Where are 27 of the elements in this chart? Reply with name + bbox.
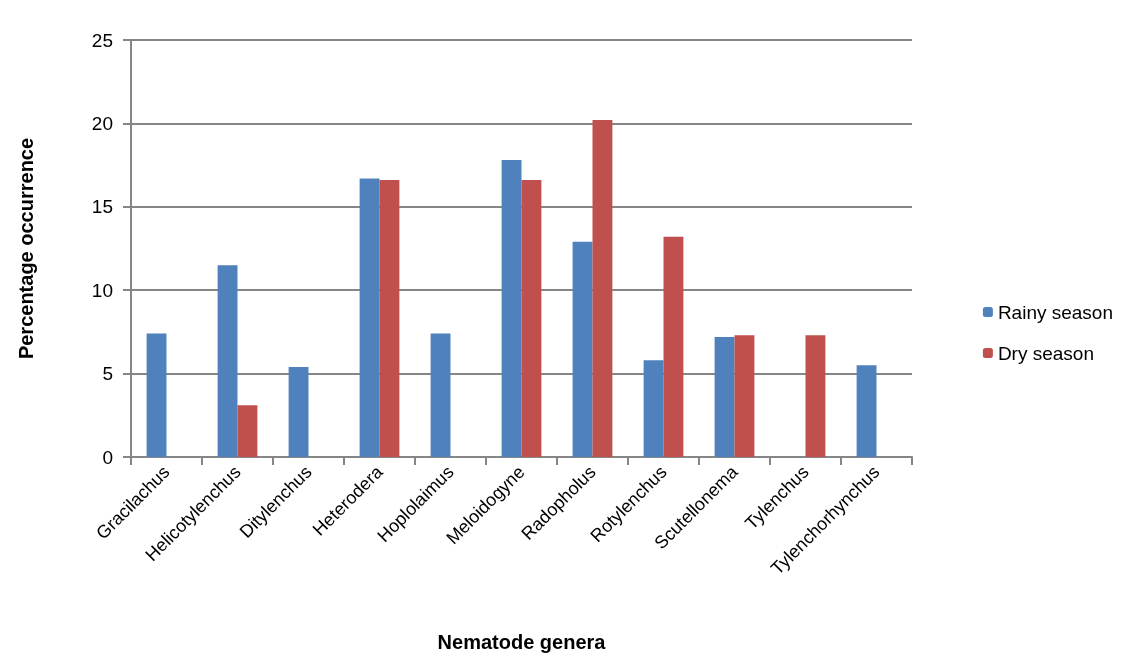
bar — [521, 180, 542, 457]
bar — [592, 120, 613, 457]
y-tick-label: 5 — [102, 363, 113, 385]
y-tick-label: 20 — [91, 112, 113, 134]
bar — [734, 335, 755, 457]
bar — [359, 178, 380, 457]
bar — [379, 180, 400, 457]
bar — [805, 335, 826, 457]
bar — [501, 160, 522, 457]
y-tick-label: 15 — [91, 196, 113, 218]
bar — [288, 366, 309, 457]
bar — [430, 333, 451, 457]
x-axis-title: Nematode genera — [437, 631, 607, 653]
bar — [856, 365, 877, 457]
y-axis-title: Percentage occurrence — [15, 137, 37, 360]
bar — [572, 241, 593, 457]
bar — [146, 333, 167, 457]
bar — [643, 360, 664, 457]
bar — [237, 405, 258, 457]
legend-label: Rainy season — [997, 301, 1113, 323]
bar — [663, 236, 684, 457]
y-tick-label: 0 — [102, 446, 113, 468]
legend-label: Dry season — [997, 342, 1094, 364]
y-tick-label: 25 — [91, 29, 113, 51]
y-tick-label: 10 — [91, 279, 113, 301]
bar — [714, 336, 735, 457]
bar — [217, 265, 238, 457]
